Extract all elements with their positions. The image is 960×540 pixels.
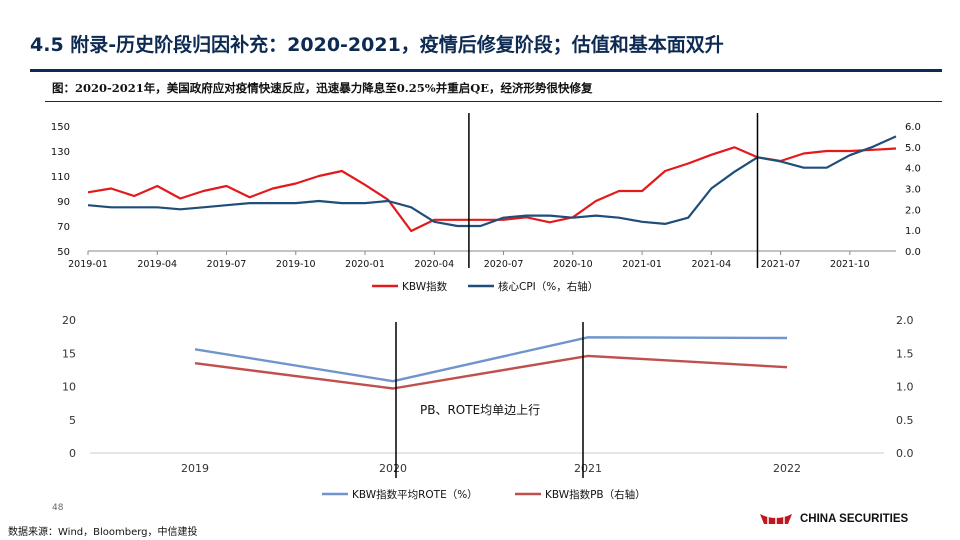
x-tick-label: 2021-04	[691, 259, 731, 270]
x-tick-label: 2021	[574, 462, 602, 475]
left-y-tick-label: 50	[57, 247, 70, 258]
left-y-tick-label: 90	[57, 197, 70, 208]
kbw-cpi-line-chart: 2019-01 2019-04 2019-07 2019-10 2020-01 2020-…	[51, 113, 921, 293]
right-y-tick-label: 2.0	[905, 205, 921, 216]
right-y-tick-label: 1.0	[905, 226, 921, 237]
page-number: 48	[52, 503, 64, 513]
right-y-tick-label: 3.0	[905, 185, 921, 196]
right-y-tick-label: 4.0	[905, 164, 921, 175]
logo-text: CHINA SECURITIES	[800, 513, 909, 525]
x-tick-label: 2019	[181, 462, 209, 475]
x-tick-label: 2019-01	[68, 259, 108, 270]
left-y-tick-label: 10	[62, 381, 76, 394]
x-tick-label: 2021-07	[761, 259, 801, 270]
left-y-tick-label: 5	[69, 414, 76, 427]
x-tick-label: 2022	[773, 462, 801, 475]
annotation-text: PB、ROTE均单边上行	[420, 403, 540, 417]
right-y-tick-label: 1.5	[896, 347, 914, 360]
x-tick-label: 2019-10	[276, 259, 316, 270]
right-y-tick-label: 6.0	[905, 122, 921, 133]
left-y-tick-label: 150	[51, 122, 70, 133]
title-rule	[30, 69, 942, 72]
rote-pb-line-chart: 2019 2020 2021 2022 0 5 10 15 20 0.0 0.5 1.0 1.5 2.0 P…	[62, 314, 914, 501]
right-y-tick-label: 5.0	[905, 143, 921, 154]
left-y-tick-label: 130	[51, 147, 70, 158]
series-line-core-cpi	[87, 135, 897, 228]
right-y-tick-label: 2.0	[896, 314, 914, 327]
x-tick-label: 2020-10	[553, 259, 593, 270]
x-tick-label: 2020	[379, 462, 407, 475]
figure-caption: 图：2020-2021年，美国政府应对疫情快速反应，迅速暴力降息至0.25%并重…	[52, 81, 593, 95]
legend-label: KBW指数	[402, 280, 448, 293]
series-line-pb	[194, 354, 788, 390]
series-line-rote	[194, 336, 788, 383]
x-tick-label: 2019-07	[207, 259, 247, 270]
x-tick-label: 2020-04	[414, 259, 454, 270]
right-y-tick-label: 1.0	[896, 381, 914, 394]
logo-mark-icon	[760, 514, 792, 524]
legend-label: 核心CPI（%，右轴）	[498, 280, 598, 293]
left-y-tick-label: 0	[69, 447, 76, 460]
left-y-tick-label: 70	[57, 222, 70, 233]
left-y-tick-label: 15	[62, 347, 76, 360]
left-y-tick-label: 110	[51, 172, 70, 183]
right-y-tick-label: 0.0	[896, 447, 914, 460]
china-securities-logo: CHINA SECURITIES	[758, 512, 908, 526]
right-y-tick-label: 0.5	[896, 414, 914, 427]
x-tick-label: 2020-07	[484, 259, 524, 270]
left-y-tick-label: 20	[62, 314, 76, 327]
data-source: 数据来源：Wind，Bloomberg，中信建投	[8, 527, 198, 538]
right-y-tick-label: 0.0	[905, 247, 921, 258]
x-tick-label: 2021-01	[622, 259, 662, 270]
caption-rule	[45, 101, 942, 102]
x-tick-label: 2019-04	[137, 259, 177, 270]
page-title: 4.5 附录-历史阶段归因补充：2020-2021，疫情后修复阶段；估值和基本面…	[30, 34, 724, 56]
legend-label: KBW指数PB（右轴）	[545, 488, 646, 501]
x-tick-label: 2020-01	[345, 259, 385, 270]
x-tick-label: 2021-10	[830, 259, 870, 270]
legend-label: KBW指数平均ROTE（%）	[352, 488, 478, 501]
